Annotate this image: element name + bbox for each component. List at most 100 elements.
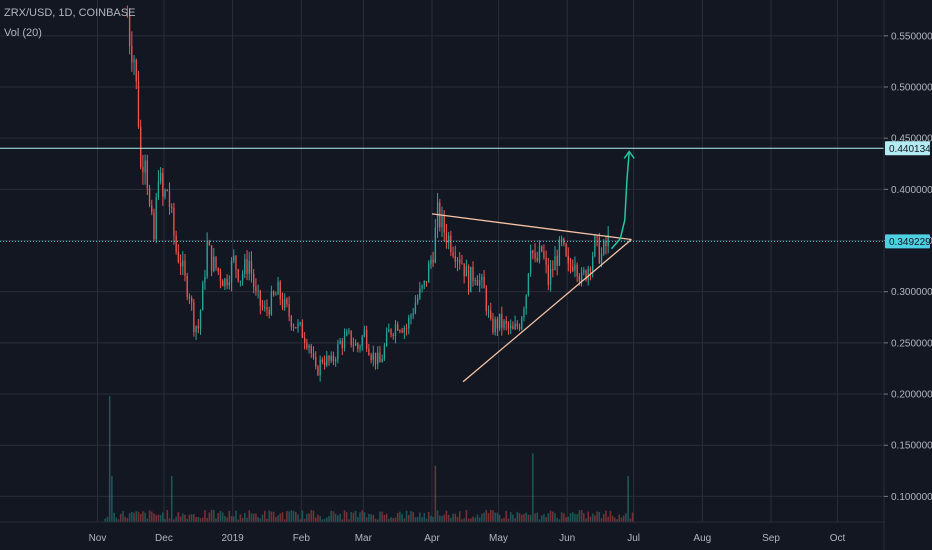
drawing-lines[interactable] xyxy=(0,147,884,383)
volume-bar xyxy=(441,515,443,522)
y-axis[interactable]: 0.5500000.5000000.4500000.4000000.350000… xyxy=(883,0,932,550)
candle-body xyxy=(481,276,483,281)
volume-bar xyxy=(330,510,332,522)
volume-bar xyxy=(478,517,481,522)
candle-body xyxy=(202,283,204,311)
volume-bar xyxy=(297,514,299,522)
volume-bar xyxy=(602,513,605,522)
volume-bar xyxy=(252,513,255,522)
candle-body xyxy=(308,345,310,349)
candle-body xyxy=(288,304,290,317)
x-axis-tick-label: Jun xyxy=(559,533,575,544)
volume-bar xyxy=(392,518,395,522)
candle-body xyxy=(144,160,146,173)
current-price-badge xyxy=(885,234,930,249)
candle-body xyxy=(284,298,286,308)
volume-bar xyxy=(239,514,242,522)
volume-bar xyxy=(578,510,581,522)
volume-bar xyxy=(618,514,621,522)
x-axis-tick-label: Oct xyxy=(830,533,846,544)
horizontal-line-price-label: 0.440134 xyxy=(889,144,931,155)
volume-indicator-label[interactable]: Vol (20) xyxy=(4,27,42,39)
candle-body xyxy=(151,205,153,213)
volume-bar xyxy=(425,518,428,522)
volume-bar xyxy=(547,513,550,522)
projection-arrow-line[interactable] xyxy=(610,151,630,250)
volume-bar xyxy=(534,513,536,522)
x-axis[interactable]: Nov Dec 2019 Feb Mar Apr May Jun Jul Aug Sep Oct xyxy=(0,521,884,544)
candle-body xyxy=(405,327,408,329)
volume-bar xyxy=(363,512,366,522)
volume-bar xyxy=(567,516,570,522)
volume-bar xyxy=(540,515,543,522)
volume-bar xyxy=(430,515,432,522)
volume-bar xyxy=(587,511,590,522)
volume-bar xyxy=(410,511,412,522)
volume-bar xyxy=(314,517,317,522)
volume-bar xyxy=(104,518,107,522)
volume-bar xyxy=(179,516,182,522)
candle-body xyxy=(233,255,235,261)
volume-bar xyxy=(339,513,341,522)
volume-bar xyxy=(144,512,146,522)
candle-body xyxy=(494,319,496,333)
volume-bar xyxy=(352,512,355,522)
volume-bar xyxy=(607,516,609,522)
candle-body xyxy=(131,45,133,63)
volume-bar xyxy=(527,514,530,522)
candle-body xyxy=(598,237,600,263)
volume-bar xyxy=(308,513,310,522)
y-axis-tick-label: 0.550000 xyxy=(891,31,932,42)
candle-body xyxy=(589,268,592,272)
candle-body xyxy=(410,315,412,318)
candle-body xyxy=(585,270,587,280)
horizontal-line-price-badge xyxy=(885,141,930,156)
volume-bar xyxy=(574,513,576,522)
volume-bar xyxy=(219,510,222,522)
volume-bar xyxy=(421,517,423,522)
candle-body xyxy=(527,273,530,296)
candle-body xyxy=(565,244,567,256)
x-axis-tick-label: Apr xyxy=(424,533,440,544)
candle-body xyxy=(366,329,368,349)
volume-bar xyxy=(412,512,414,522)
volume-bar xyxy=(159,514,162,522)
candle-body xyxy=(512,326,514,330)
volume-bar xyxy=(272,511,275,522)
volume-bar xyxy=(476,514,479,522)
volume-bar xyxy=(470,518,472,522)
volume-bar xyxy=(383,514,386,522)
candle-body xyxy=(177,251,180,263)
volume-bar xyxy=(257,517,259,522)
candle-body xyxy=(171,207,173,209)
volume-bar xyxy=(489,509,492,522)
candle-body xyxy=(135,59,137,82)
volume-bar xyxy=(263,510,266,522)
volume-bar xyxy=(445,510,448,522)
volume-bar xyxy=(376,519,379,522)
x-axis-tick-label: Sep xyxy=(762,533,780,544)
volume-bar xyxy=(560,512,563,522)
triangle-lower-trendline[interactable] xyxy=(462,239,632,383)
candle-body xyxy=(312,353,315,357)
volume-bar xyxy=(501,518,503,522)
volume-bar xyxy=(379,511,381,522)
candle-body xyxy=(217,267,219,272)
x-axis-tick-label: 2019 xyxy=(222,533,245,544)
candle-body xyxy=(379,352,381,363)
volume-bar xyxy=(241,518,244,522)
candle-body xyxy=(523,308,525,318)
candle-body xyxy=(295,327,297,329)
candle-body xyxy=(432,259,434,263)
volume-bar xyxy=(365,517,368,522)
volume-bar xyxy=(206,517,208,522)
volume-bar xyxy=(614,517,616,522)
triangle-upper-trendline[interactable] xyxy=(431,213,632,241)
volume-bar xyxy=(310,510,313,522)
volume-bar xyxy=(556,517,558,522)
candle-body xyxy=(215,256,217,268)
volume-bar xyxy=(164,519,166,522)
candle-body xyxy=(246,259,248,274)
candle-body xyxy=(510,326,512,329)
